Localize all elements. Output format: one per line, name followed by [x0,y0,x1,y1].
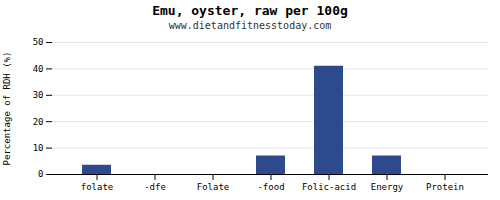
svg-text:50: 50 [33,37,44,47]
svg-text:40: 40 [33,64,44,74]
svg-text:10: 10 [33,143,44,153]
svg-text:Folic-acid: Folic-acid [302,182,356,192]
svg-text:Folate: Folate [197,182,230,192]
svg-text:Percentage of RDH (%): Percentage of RDH (%) [2,52,12,166]
svg-text:20: 20 [33,117,44,127]
svg-text:0: 0 [38,169,43,179]
svg-text:Energy: Energy [371,182,404,192]
html-text:Emu, oyster, raw per 100g: Emu, oyster, raw per 100g [152,3,348,18]
svg-text:-food: -food [257,182,284,192]
svg-text:folate: folate [81,182,114,192]
svg-text:Protein: Protein [426,182,464,192]
html-text:www.dietandfitnesstoday.com: www.dietandfitnesstoday.com [168,20,332,31]
svg-text:-dfe: -dfe [144,182,166,192]
svg-text:30: 30 [33,90,44,100]
